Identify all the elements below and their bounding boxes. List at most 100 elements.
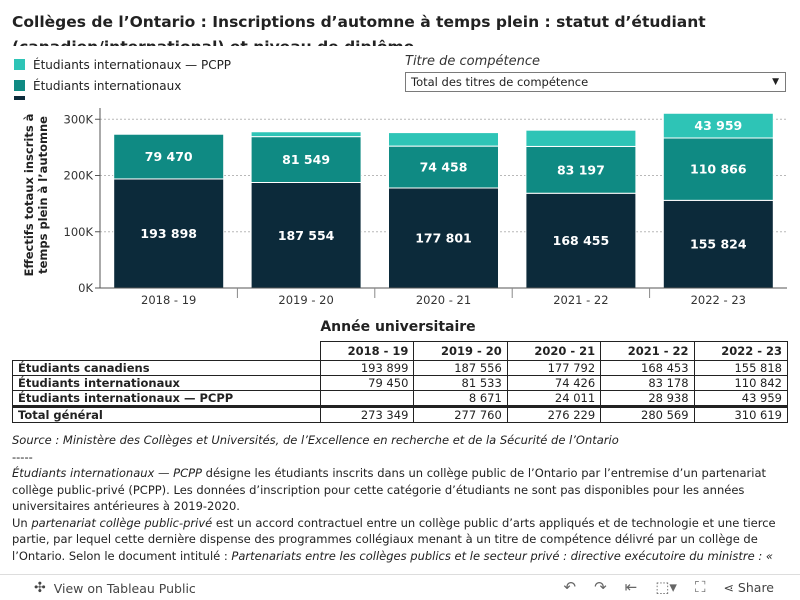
table-cell: 8 671 (413, 390, 508, 407)
download-icon[interactable]: ⬚▾ (655, 578, 677, 596)
view-on-tableau-label: View on Tableau Public (53, 580, 196, 596)
table-cell: 187 556 (413, 360, 508, 376)
y-axis-label-line2: temps plein à l’automne (36, 116, 50, 274)
partnership-text: est un accord contractuel entre un collè… (12, 515, 776, 563)
legend-item-pcpp[interactable]: Étudiants internationaux — PCPP (14, 54, 231, 75)
table-cell: 28 938 (600, 390, 695, 407)
bar-segment (662, 137, 774, 201)
legend-label-international: Étudiants internationaux (33, 78, 182, 93)
data-label: 43 959 (694, 118, 742, 133)
data-label: 83 197 (557, 162, 605, 177)
y-tick-label: 0K (78, 281, 93, 295)
table-cell: 83 178 (600, 375, 695, 391)
partnership-note: Un partenariat collège public-privé est … (12, 515, 788, 566)
table-header-corner (12, 341, 321, 361)
data-label: 193 898 (140, 226, 197, 241)
data-label: 79 470 (145, 149, 193, 164)
data-label: 81 549 (282, 152, 330, 167)
table-row: Étudiants canadiens 193 899 187 556 177 … (12, 360, 789, 376)
bar-segment (662, 112, 774, 139)
row-label: Total général (12, 405, 321, 423)
partnership-document: Partenariats entre les collèges publics … (231, 548, 773, 563)
y-tick-label: 200K (64, 169, 94, 183)
dropdown-arrow-icon: ▼ (772, 77, 779, 87)
table-cell: 280 569 (600, 405, 695, 423)
pcpp-term: Étudiants internationaux — PCPP (12, 466, 202, 480)
bar-segment (113, 133, 225, 180)
credential-filter-dropdown[interactable]: Total des titres de compétence ▼ (405, 72, 786, 92)
filter-label: Titre de compétence (405, 54, 541, 69)
share-label: Share (737, 579, 774, 595)
legend-item-international[interactable]: Étudiants internationaux (14, 75, 231, 96)
table-cell: 79 450 (319, 375, 415, 391)
pcpp-note: Étudiants internationaux — PCPP désigne … (12, 465, 788, 515)
fullscreen-icon[interactable]: ⛶ (694, 578, 706, 596)
share-button[interactable]: ⋖ Share (723, 580, 774, 595)
y-tick-label: 100K (64, 225, 94, 239)
row-label: Étudiants internationaux — PCPP (12, 390, 321, 407)
data-label: 168 455 (553, 233, 610, 248)
pcpp-text: désigne les étudiants inscrits dans un c… (12, 466, 766, 513)
undo-icon[interactable]: ↶ (563, 578, 577, 596)
table-header: 2022 - 23 (693, 341, 789, 361)
y-axis-label-line1: Effectifs totaux inscrits à (22, 114, 36, 277)
partnership-term: partenariat collège public-privé (31, 515, 213, 530)
revert-icon[interactable]: ⇤ (624, 578, 638, 596)
table-header: 2021 - 22 (600, 341, 695, 361)
x-axis-label: Année universitaire (320, 319, 475, 335)
legend-swatch-international (14, 80, 25, 91)
legend-swatch-canadian-clipped (14, 96, 25, 100)
table-cell: 168 453 (600, 360, 695, 376)
notes: Source : Ministère des Collèges et Unive… (12, 432, 788, 565)
bar-segment (388, 132, 499, 147)
table-cell: 24 011 (506, 390, 602, 407)
source-note: Source : Ministère des Collèges et Unive… (12, 433, 619, 447)
table-row: Étudiants internationaux 79 450 81 533 7… (12, 375, 789, 391)
table-cell: 43 959 (693, 390, 789, 407)
table-row: Étudiants internationaux — PCPP 8 671 24… (12, 390, 789, 407)
table-header: 2019 - 20 (413, 341, 508, 361)
data-label: 74 458 (420, 160, 468, 175)
tableau-logo-icon: ✣ (34, 580, 46, 596)
separator-dashes: ----- (12, 449, 33, 464)
table-header-row: 2018 - 19 2019 - 20 2020 - 21 2021 - 22 … (12, 341, 789, 361)
table-cell: 277 760 (413, 405, 508, 423)
table-cell: 193 899 (319, 360, 415, 376)
table-cell: 276 229 (506, 405, 602, 423)
table-cell: 273 349 (319, 405, 415, 423)
x-tick-label: 2022 - 23 (691, 293, 746, 307)
filter-selected-value: Total des titres de compétence (411, 75, 589, 89)
table-cell: 310 619 (693, 405, 789, 423)
legend: Étudiants internationaux — PCPP Étudiant… (14, 54, 231, 96)
bar-segment (388, 145, 499, 189)
bar-segment (662, 199, 774, 289)
table-total-row: Total général 273 349 277 760 276 229 28… (12, 405, 789, 423)
table-header: 2020 - 21 (506, 341, 602, 361)
row-label: Étudiants internationaux (12, 375, 321, 391)
table-cell: 74 426 (506, 375, 602, 391)
partnership-intro: Un (12, 515, 32, 530)
share-icon: ⋖ (723, 579, 738, 595)
table-cell: 81 533 (413, 375, 508, 391)
bar-segment (525, 192, 637, 289)
data-label: 110 866 (690, 162, 747, 177)
x-tick-label: 2018 - 19 (141, 293, 196, 307)
table-cell (319, 390, 415, 407)
view-on-tableau-link[interactable]: ✣ View on Tableau Public (34, 580, 196, 596)
table-cell: 110 842 (693, 375, 789, 391)
table-header: 2018 - 19 (319, 341, 415, 361)
redo-icon[interactable]: ↷ (594, 578, 607, 596)
bar-segment (525, 129, 637, 147)
row-label: Étudiants canadiens (12, 360, 321, 376)
y-tick-label: 300K (64, 112, 94, 126)
x-tick-label: 2021 - 22 (553, 293, 608, 307)
data-label: 177 801 (415, 230, 472, 245)
bar-segment (250, 136, 362, 184)
data-label: 155 824 (690, 237, 747, 252)
chart-title: Collèges de l’Ontario : Inscriptions d’a… (12, 13, 706, 46)
bar-segment (525, 145, 637, 194)
legend-label-pcpp: Étudiants internationaux — PCPP (33, 57, 232, 72)
data-table: 2018 - 19 2019 - 20 2020 - 21 2021 - 22 … (12, 341, 789, 423)
footer-toolbar: ↶ ↷ ⇤ ⬚▾ ⛶ ⋖ Share (564, 578, 774, 596)
table-cell: 177 792 (506, 360, 602, 376)
